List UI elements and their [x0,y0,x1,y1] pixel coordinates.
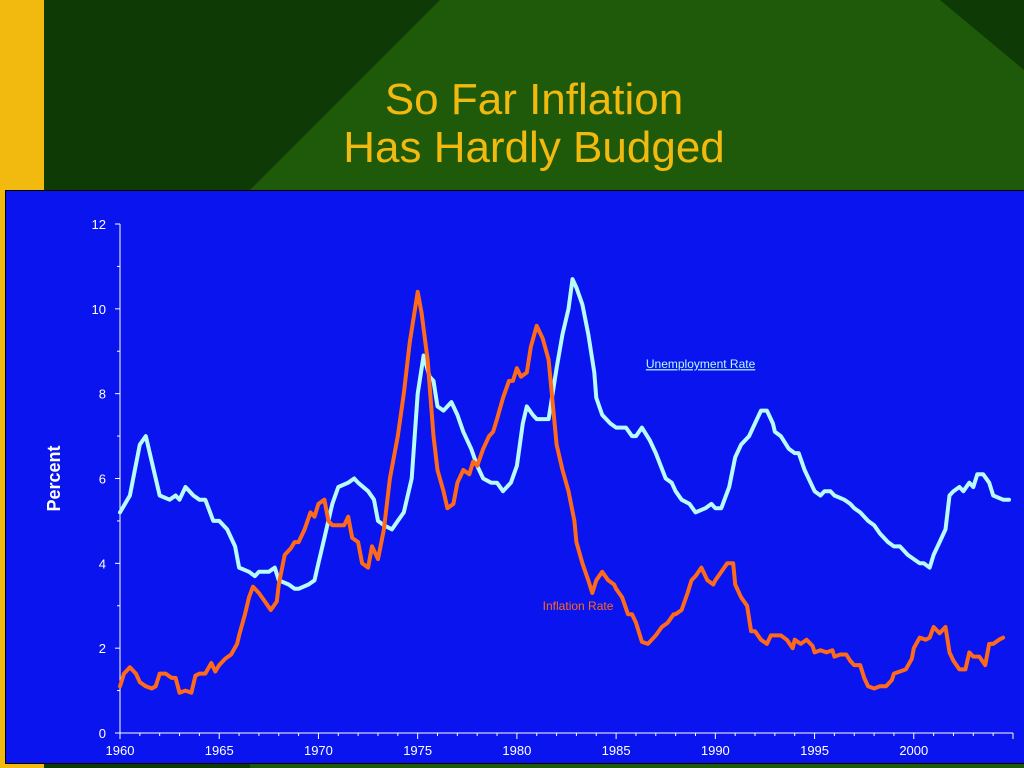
x-tick-label: 1975 [403,743,432,758]
y-tick-label: 8 [99,387,106,402]
x-tick-label: 1970 [304,743,333,758]
y-tick-label: 10 [92,302,106,317]
axes: 0 2 4 6 8 10 12 1960 1965 1970 1975 1980 1985 1990 199… [92,217,1014,758]
slide-title-line-2: Has Hardly Budged [343,123,725,172]
y-axis-label: Percent [44,445,64,511]
line-chart: 0 2 4 6 8 10 12 1960 1965 1970 1975 1980 1985 1990 199… [44,217,1014,758]
y-tick-label: 6 [99,472,106,487]
x-tick-label: 1960 [106,743,135,758]
x-tick-label: 2000 [899,743,928,758]
slide-title: So Far Inflation Has Hardly Budged [44,76,1024,172]
chart-panel: 0 2 4 6 8 10 12 1960 1965 1970 1975 1980 1985 1990 199… [5,190,1024,764]
y-tick-label: 4 [99,556,106,571]
x-tick-label: 1985 [602,743,631,758]
y-tick-label: 12 [92,217,106,232]
y-tick-label: 0 [99,726,106,741]
series-layer [118,277,1011,695]
x-tick-label: 1980 [502,743,531,758]
inflation-rate-line [118,289,1006,695]
slide-title-line-1: So Far Inflation [384,75,684,124]
unemployment-rate-label: Unemployment Rate [646,357,756,371]
annotations-layer: Unemployment Rate Inflation Rate [543,357,756,613]
y-tick-label: 2 [99,641,106,656]
x-tick-label: 1965 [205,743,234,758]
x-tick-label: 1990 [701,743,730,758]
x-tick-label: 1995 [800,743,829,758]
inflation-rate-label: Inflation Rate [543,599,614,613]
unemployment-rate-line [118,277,1011,591]
